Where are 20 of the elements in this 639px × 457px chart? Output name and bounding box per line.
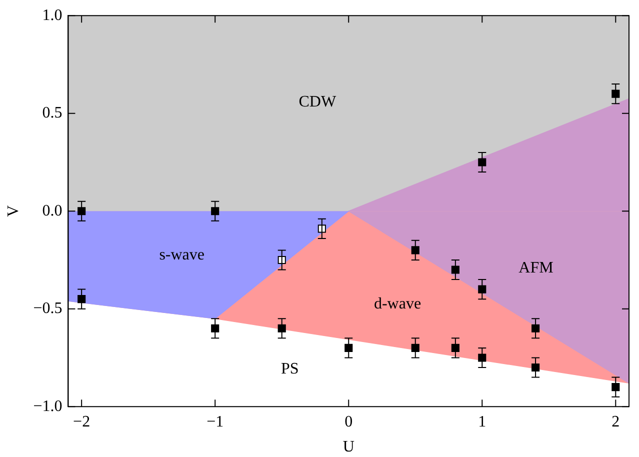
x-tick-label: 0 xyxy=(344,413,353,430)
point xyxy=(451,266,460,274)
x-tick-label: 1 xyxy=(478,413,486,430)
y-axis-title: V xyxy=(4,204,22,217)
x-axis-title: U xyxy=(342,438,355,456)
series-label: d-wave xyxy=(374,295,422,312)
x-tick-label: −2 xyxy=(73,413,90,430)
point xyxy=(478,158,486,166)
series-label: CDW xyxy=(298,94,337,111)
y-tick-label: 0.0 xyxy=(42,202,62,220)
series-label: AFM xyxy=(518,259,554,276)
x-tick-label: 2 xyxy=(612,413,620,430)
series-label: s-wave xyxy=(159,246,205,264)
y-tick-label: 0.5 xyxy=(42,104,62,122)
point xyxy=(478,354,486,362)
y-tick-label: −1.0 xyxy=(33,398,62,415)
x-tick-label: −1 xyxy=(206,413,224,430)
y-tick-label: 1.0 xyxy=(42,6,62,24)
y-tick-label: −0.5 xyxy=(33,300,62,318)
series-label: PS xyxy=(281,360,299,378)
